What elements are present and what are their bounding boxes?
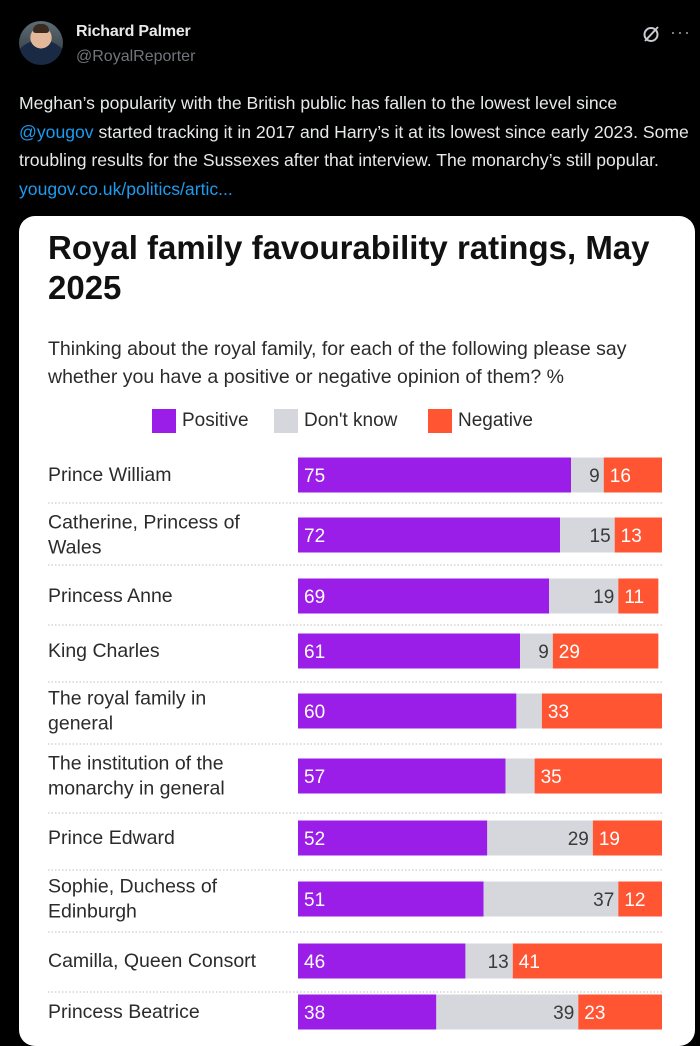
value-label-dont-know: 39: [553, 1003, 574, 1024]
bar-segment-negative: [534, 758, 662, 794]
more-options-icon[interactable]: ···: [670, 22, 691, 42]
bar-segment-positive: [298, 758, 506, 794]
author-avatar[interactable]: [19, 21, 63, 65]
value-label-positive: 72: [304, 526, 325, 547]
bar-segment-positive: [298, 943, 466, 979]
value-label-negative: 23: [584, 1003, 605, 1024]
value-label-dont-know: 9: [538, 642, 549, 663]
bar-segment-dont-know: [483, 881, 619, 917]
value-label-positive: 60: [304, 702, 325, 723]
bar-segment-negative: [512, 943, 662, 979]
category-label: King Charles: [48, 640, 160, 662]
value-label-dont-know: 9: [589, 466, 600, 487]
legend-label-negative: Negative: [458, 410, 533, 431]
value-label-negative: 35: [541, 767, 562, 788]
value-label-positive: 46: [304, 952, 325, 973]
category-label: Prince William: [48, 464, 172, 486]
chart-subtitle: Thinking about the royal family, for eac…: [48, 338, 627, 388]
bar-segment-positive: [298, 517, 561, 553]
value-label-negative: 11: [624, 587, 644, 608]
legend-item-dont-know: Don't know: [274, 409, 397, 433]
category-label: Princess Beatrice: [48, 1001, 200, 1023]
bar-segment-positive: [298, 578, 550, 614]
bar-segment-dont-know: [520, 633, 553, 669]
value-label-negative: 16: [610, 466, 631, 487]
bar-segment-negative: [552, 633, 659, 669]
bar-segment-negative: [578, 994, 662, 1030]
value-label-dont-know: 29: [568, 829, 589, 850]
bar-segment-negative: [541, 693, 662, 729]
value-label-positive: 52: [304, 829, 325, 850]
article-link[interactable]: yougov.co.uk/politics/artic...: [19, 178, 233, 199]
category-label: Camilla, Queen Consort: [48, 950, 257, 972]
bar-segment-negative: [618, 578, 659, 614]
bar-segment-dont-know: [571, 457, 604, 493]
category-label: Wales: [48, 537, 102, 559]
post-text: Meghan’s popularity with the British pub…: [19, 89, 689, 203]
category-label: general: [48, 713, 113, 735]
bar-segment-positive: [298, 457, 571, 493]
bar-segment-dont-know: [516, 693, 542, 729]
bar-segment-positive: [298, 633, 521, 669]
category-label: Princess Anne: [48, 585, 173, 607]
value-label-negative: 13: [621, 526, 642, 547]
stacked-bar-chart: Prince William 75 9 16 Catherine, Princess o…: [48, 457, 662, 1030]
chart-card[interactable]: Royal family favourability ratings, May …: [19, 216, 695, 1046]
category-label: Prince Edward: [48, 827, 175, 849]
bar-segment-dont-know: [549, 578, 619, 614]
chart-title: Royal family favourability ratings, May …: [48, 229, 650, 306]
value-label-dont-know: 37: [593, 890, 614, 911]
value-label-positive: 38: [304, 1003, 325, 1024]
value-label-positive: 69: [304, 587, 325, 608]
value-label-negative: 19: [599, 829, 620, 850]
bar-segment-negative: [603, 457, 662, 493]
bar-segment-dont-know: [560, 517, 615, 553]
bar-segment-dont-know: [505, 758, 535, 794]
value-label-dont-know: 15: [590, 526, 611, 547]
category-label: monarchy in general: [48, 778, 225, 800]
bar-segment-dont-know: [465, 943, 513, 979]
value-label-negative: 33: [548, 702, 569, 723]
legend-swatch-negative: [428, 409, 452, 433]
grok-icon[interactable]: [641, 24, 661, 44]
value-label-negative: 41: [519, 952, 540, 973]
category-label: Edinburgh: [48, 901, 137, 923]
legend-item-positive: Positive: [152, 409, 249, 433]
bar-segment-positive: [298, 881, 484, 917]
post-text-part: started tracking it in 2017 and Harry’s …: [19, 121, 689, 171]
value-label-dont-know: 13: [488, 952, 509, 973]
category-label: Catherine, Princess of: [48, 512, 240, 534]
category-label: The royal family in: [48, 688, 206, 710]
yougov-mention-link[interactable]: @yougov: [19, 121, 94, 142]
value-label-positive: 57: [304, 767, 325, 788]
bar-segment-dont-know: [436, 994, 579, 1030]
legend-swatch-positive: [152, 409, 176, 433]
value-label-positive: 51: [304, 890, 325, 911]
author-name[interactable]: Richard Palmer: [76, 23, 191, 40]
legend-swatch-dont-know: [274, 409, 298, 433]
bar-segment-negative: [618, 881, 662, 917]
legend-label-dont-know: Don't know: [304, 410, 398, 431]
value-label-positive: 75: [304, 466, 325, 487]
legend-item-negative: Negative: [428, 409, 533, 433]
value-label-negative: 29: [559, 642, 580, 663]
post-text-part: Meghan’s popularity with the British pub…: [19, 93, 618, 113]
value-label-negative: 12: [624, 890, 645, 911]
bar-segment-positive: [298, 994, 437, 1030]
post-header: Richard Palmer @RoyalReporter ···: [0, 0, 700, 80]
bar-segment-positive: [298, 693, 517, 729]
category-label: The institution of the: [48, 753, 224, 775]
value-label-dont-know: 19: [593, 587, 614, 608]
category-label: Sophie, Duchess of: [48, 876, 218, 898]
author-handle[interactable]: @RoyalReporter: [76, 48, 196, 65]
value-label-positive: 61: [304, 642, 325, 663]
bar-segment-dont-know: [487, 820, 593, 856]
legend-label-positive: Positive: [182, 410, 249, 431]
bar-segment-positive: [298, 820, 488, 856]
bar-segment-negative: [592, 820, 662, 856]
bar-segment-negative: [614, 517, 662, 553]
